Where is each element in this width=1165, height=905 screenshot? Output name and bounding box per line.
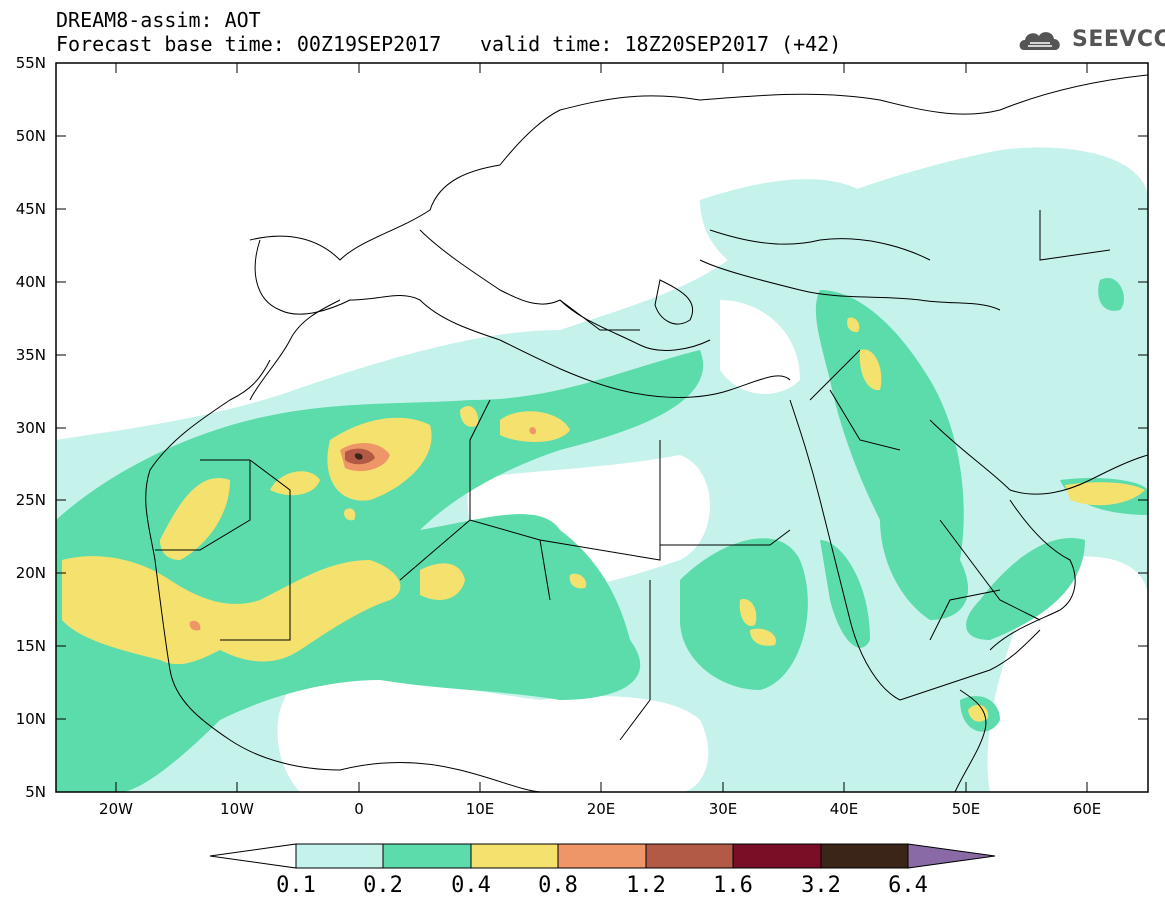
lon-label-10w: 10W <box>220 800 254 818</box>
lat-label-40n: 40N <box>15 273 46 291</box>
colorbar-label: 1.2 <box>626 873 666 898</box>
colorbar-bin-1 <box>295 843 384 869</box>
lon-ticks <box>115 63 1088 792</box>
lon-label-10e: 10E <box>465 800 495 818</box>
colorbar-bin-5 <box>645 843 734 869</box>
lat-label-50n: 50N <box>15 127 46 145</box>
lat-label-30n: 30N <box>15 419 46 437</box>
map-title: DREAM8-assim: AOT <box>56 8 261 32</box>
forecast-base-time: Forecast base time: 00Z19SEP2017 <box>56 32 442 56</box>
aot-field <box>56 74 1148 792</box>
valid-time: valid time: 18Z20SEP2017 (+42) <box>480 32 842 56</box>
lat-label-5n: 5N <box>25 783 46 801</box>
lon-label-50e: 50E <box>951 800 981 818</box>
colorbar-bin-3 <box>470 843 559 869</box>
lon-label-60e: 60E <box>1072 800 1102 818</box>
colorbar-bin-6 <box>732 843 822 869</box>
colorbar-bin-7 <box>820 843 909 869</box>
colorbar-label: 0.8 <box>538 873 578 898</box>
cloud-icon <box>1019 32 1060 50</box>
logo-text: SEEVCCC <box>1072 27 1165 52</box>
colorbar-label: 1.6 <box>713 873 753 898</box>
colorbar-label: 3.2 <box>801 873 841 898</box>
lat-label-10n: 10N <box>15 710 46 728</box>
lat-label-55n: 55N <box>15 54 46 72</box>
lat-label-20n: 20N <box>15 564 46 582</box>
colorbar-label: 0.1 <box>276 873 316 898</box>
lat-label-25n: 25N <box>15 491 46 509</box>
lat-label-45n: 45N <box>15 200 46 218</box>
lon-label-20w: 20W <box>99 800 133 818</box>
lat-label-35n: 35N <box>15 346 46 364</box>
colorbar-label: 6.4 <box>888 873 928 898</box>
lon-label-20e: 20E <box>586 800 616 818</box>
colorbar-label: 0.2 <box>363 873 403 898</box>
colorbar-above <box>907 843 996 869</box>
lon-label-30e: 30E <box>708 800 738 818</box>
lon-label-40e: 40E <box>829 800 859 818</box>
lat-label-15n: 15N <box>15 637 46 655</box>
colorbar-bin-2 <box>382 843 472 869</box>
lat-ticks <box>56 62 1148 720</box>
colorbar-bin-4 <box>557 843 647 869</box>
colorbar-label: 0.4 <box>451 873 491 898</box>
colorbar <box>209 843 996 869</box>
lon-label-0: 0 <box>354 800 364 818</box>
colorbar-below <box>209 843 297 869</box>
